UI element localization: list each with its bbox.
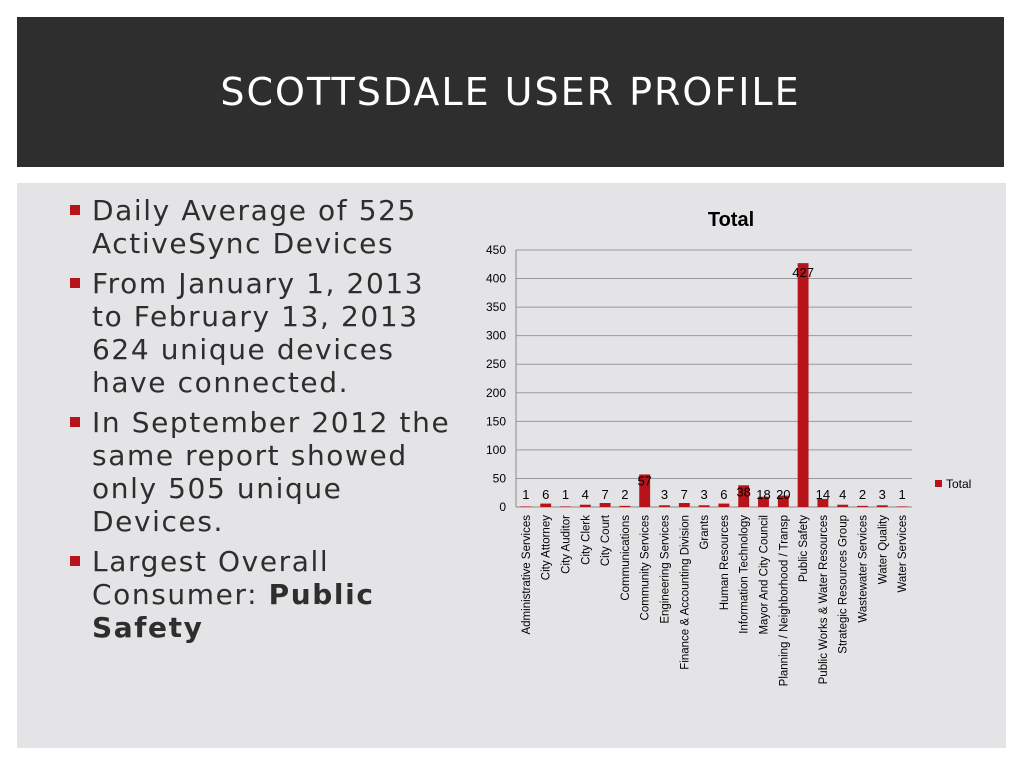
category-label: Human Resources: [719, 515, 731, 610]
category-label: Engineering Services: [660, 515, 672, 624]
data-label: 1: [898, 487, 905, 502]
y-tick-label: 0: [499, 500, 506, 514]
bar: [560, 506, 571, 507]
bar: [718, 503, 730, 507]
bullet-square-icon: [70, 417, 80, 427]
data-label: 57: [637, 473, 651, 488]
data-label: 2: [859, 487, 866, 502]
bar: [896, 506, 908, 507]
data-label: 7: [681, 487, 688, 502]
category-label: Water Services: [897, 515, 909, 593]
data-label: 7: [601, 487, 608, 502]
content-panel: [17, 183, 1006, 748]
bar: [758, 496, 769, 507]
category-label: Finance & Accounting Division: [679, 515, 691, 670]
y-tick-label: 450: [486, 243, 506, 257]
category-label: City Clerk: [580, 515, 592, 565]
y-tick-label: 150: [486, 414, 506, 428]
title-bar: SCOTTSDALE USER PROFILE: [17, 17, 1004, 167]
data-label: 4: [582, 487, 589, 502]
y-tick-label: 250: [486, 357, 506, 371]
category-label: City Attorney: [541, 515, 553, 580]
bar: [797, 263, 809, 507]
bar: [540, 503, 552, 507]
bullet-text: From January 1, 2013 to February 13, 201…: [92, 267, 425, 399]
category-label: City Auditor: [561, 515, 573, 574]
y-tick-label: 200: [486, 386, 506, 400]
bar: [678, 503, 690, 507]
data-label: 14: [816, 487, 830, 502]
category-label: Communications: [620, 515, 632, 601]
y-tick-label: 100: [486, 443, 506, 457]
y-tick-label: 350: [486, 300, 506, 314]
bar: [520, 506, 532, 507]
data-label: 4: [839, 487, 846, 502]
chart-title: Total: [708, 209, 754, 231]
category-label: Grants: [699, 515, 711, 550]
bar: [639, 474, 651, 507]
data-label: 427: [792, 265, 814, 280]
bar: [599, 503, 611, 507]
data-label: 18: [756, 487, 770, 502]
bullet-item: In September 2012 the same report showed…: [52, 406, 462, 538]
bullet-item: Daily Average of 525 ActiveSync Devices: [52, 194, 462, 260]
legend-swatch: [935, 480, 942, 487]
department-bar-chart: Total 0 50 100 150 200 250 300 350 400 450 1 Adminis…: [486, 209, 971, 686]
bullet-text: In September 2012 the same report showed…: [92, 406, 451, 538]
data-label: 3: [661, 487, 668, 502]
bar: [659, 505, 670, 507]
bar: [619, 505, 631, 507]
y-tick-label: 50: [493, 471, 507, 485]
bar: [698, 505, 710, 507]
category-label: Community Services: [640, 515, 652, 621]
bar: [579, 504, 591, 507]
data-label: 6: [542, 487, 549, 502]
category-label: Public Safety: [798, 515, 810, 582]
category-label: Mayor And City Council: [759, 515, 771, 635]
bullet-text: Largest Overall Consumer:: [92, 545, 330, 611]
data-label: 1: [562, 487, 569, 502]
y-tick-label: 400: [486, 272, 506, 286]
data-label: 2: [621, 487, 628, 502]
category-label: Water Quality: [877, 515, 889, 584]
y-tick-label: 300: [486, 329, 506, 343]
bullet-emphasis: Public Safety: [92, 578, 375, 644]
bar: [876, 505, 888, 507]
data-label: 1: [522, 487, 529, 502]
bar: [777, 495, 789, 507]
data-label: 6: [720, 487, 727, 502]
data-label: 20: [776, 487, 790, 502]
data-label: 3: [700, 487, 707, 502]
category-label: Planning / Neighborhood / Transp: [778, 515, 790, 686]
bullet-square-icon: [70, 205, 80, 215]
bar: [817, 499, 829, 507]
slide-title: SCOTTSDALE USER PROFILE: [220, 70, 801, 114]
bullet-text: Daily Average of 525 ActiveSync Devices: [92, 194, 417, 260]
bar: [738, 485, 750, 507]
bullet-item: From January 1, 2013 to February 13, 201…: [52, 267, 462, 399]
bar: [837, 504, 849, 507]
bullet-item: Largest Overall Consumer: Public Safety: [52, 545, 462, 644]
legend-label: Total: [946, 477, 971, 491]
category-label: City Court: [600, 514, 612, 566]
bar: [857, 505, 868, 507]
bullet-square-icon: [70, 556, 80, 566]
category-label: Strategic Resources Group: [838, 515, 850, 654]
bullet-square-icon: [70, 278, 80, 288]
data-label: 3: [879, 487, 886, 502]
data-label: 38: [736, 484, 750, 499]
bullet-list: Daily Average of 525 ActiveSync Devices …: [52, 194, 462, 651]
category-label: Information Technology: [739, 515, 751, 634]
category-label: Administrative Services: [521, 515, 533, 635]
category-label: Wastewater Services: [858, 515, 870, 623]
category-label: Public Works & Water Resources: [818, 515, 830, 685]
